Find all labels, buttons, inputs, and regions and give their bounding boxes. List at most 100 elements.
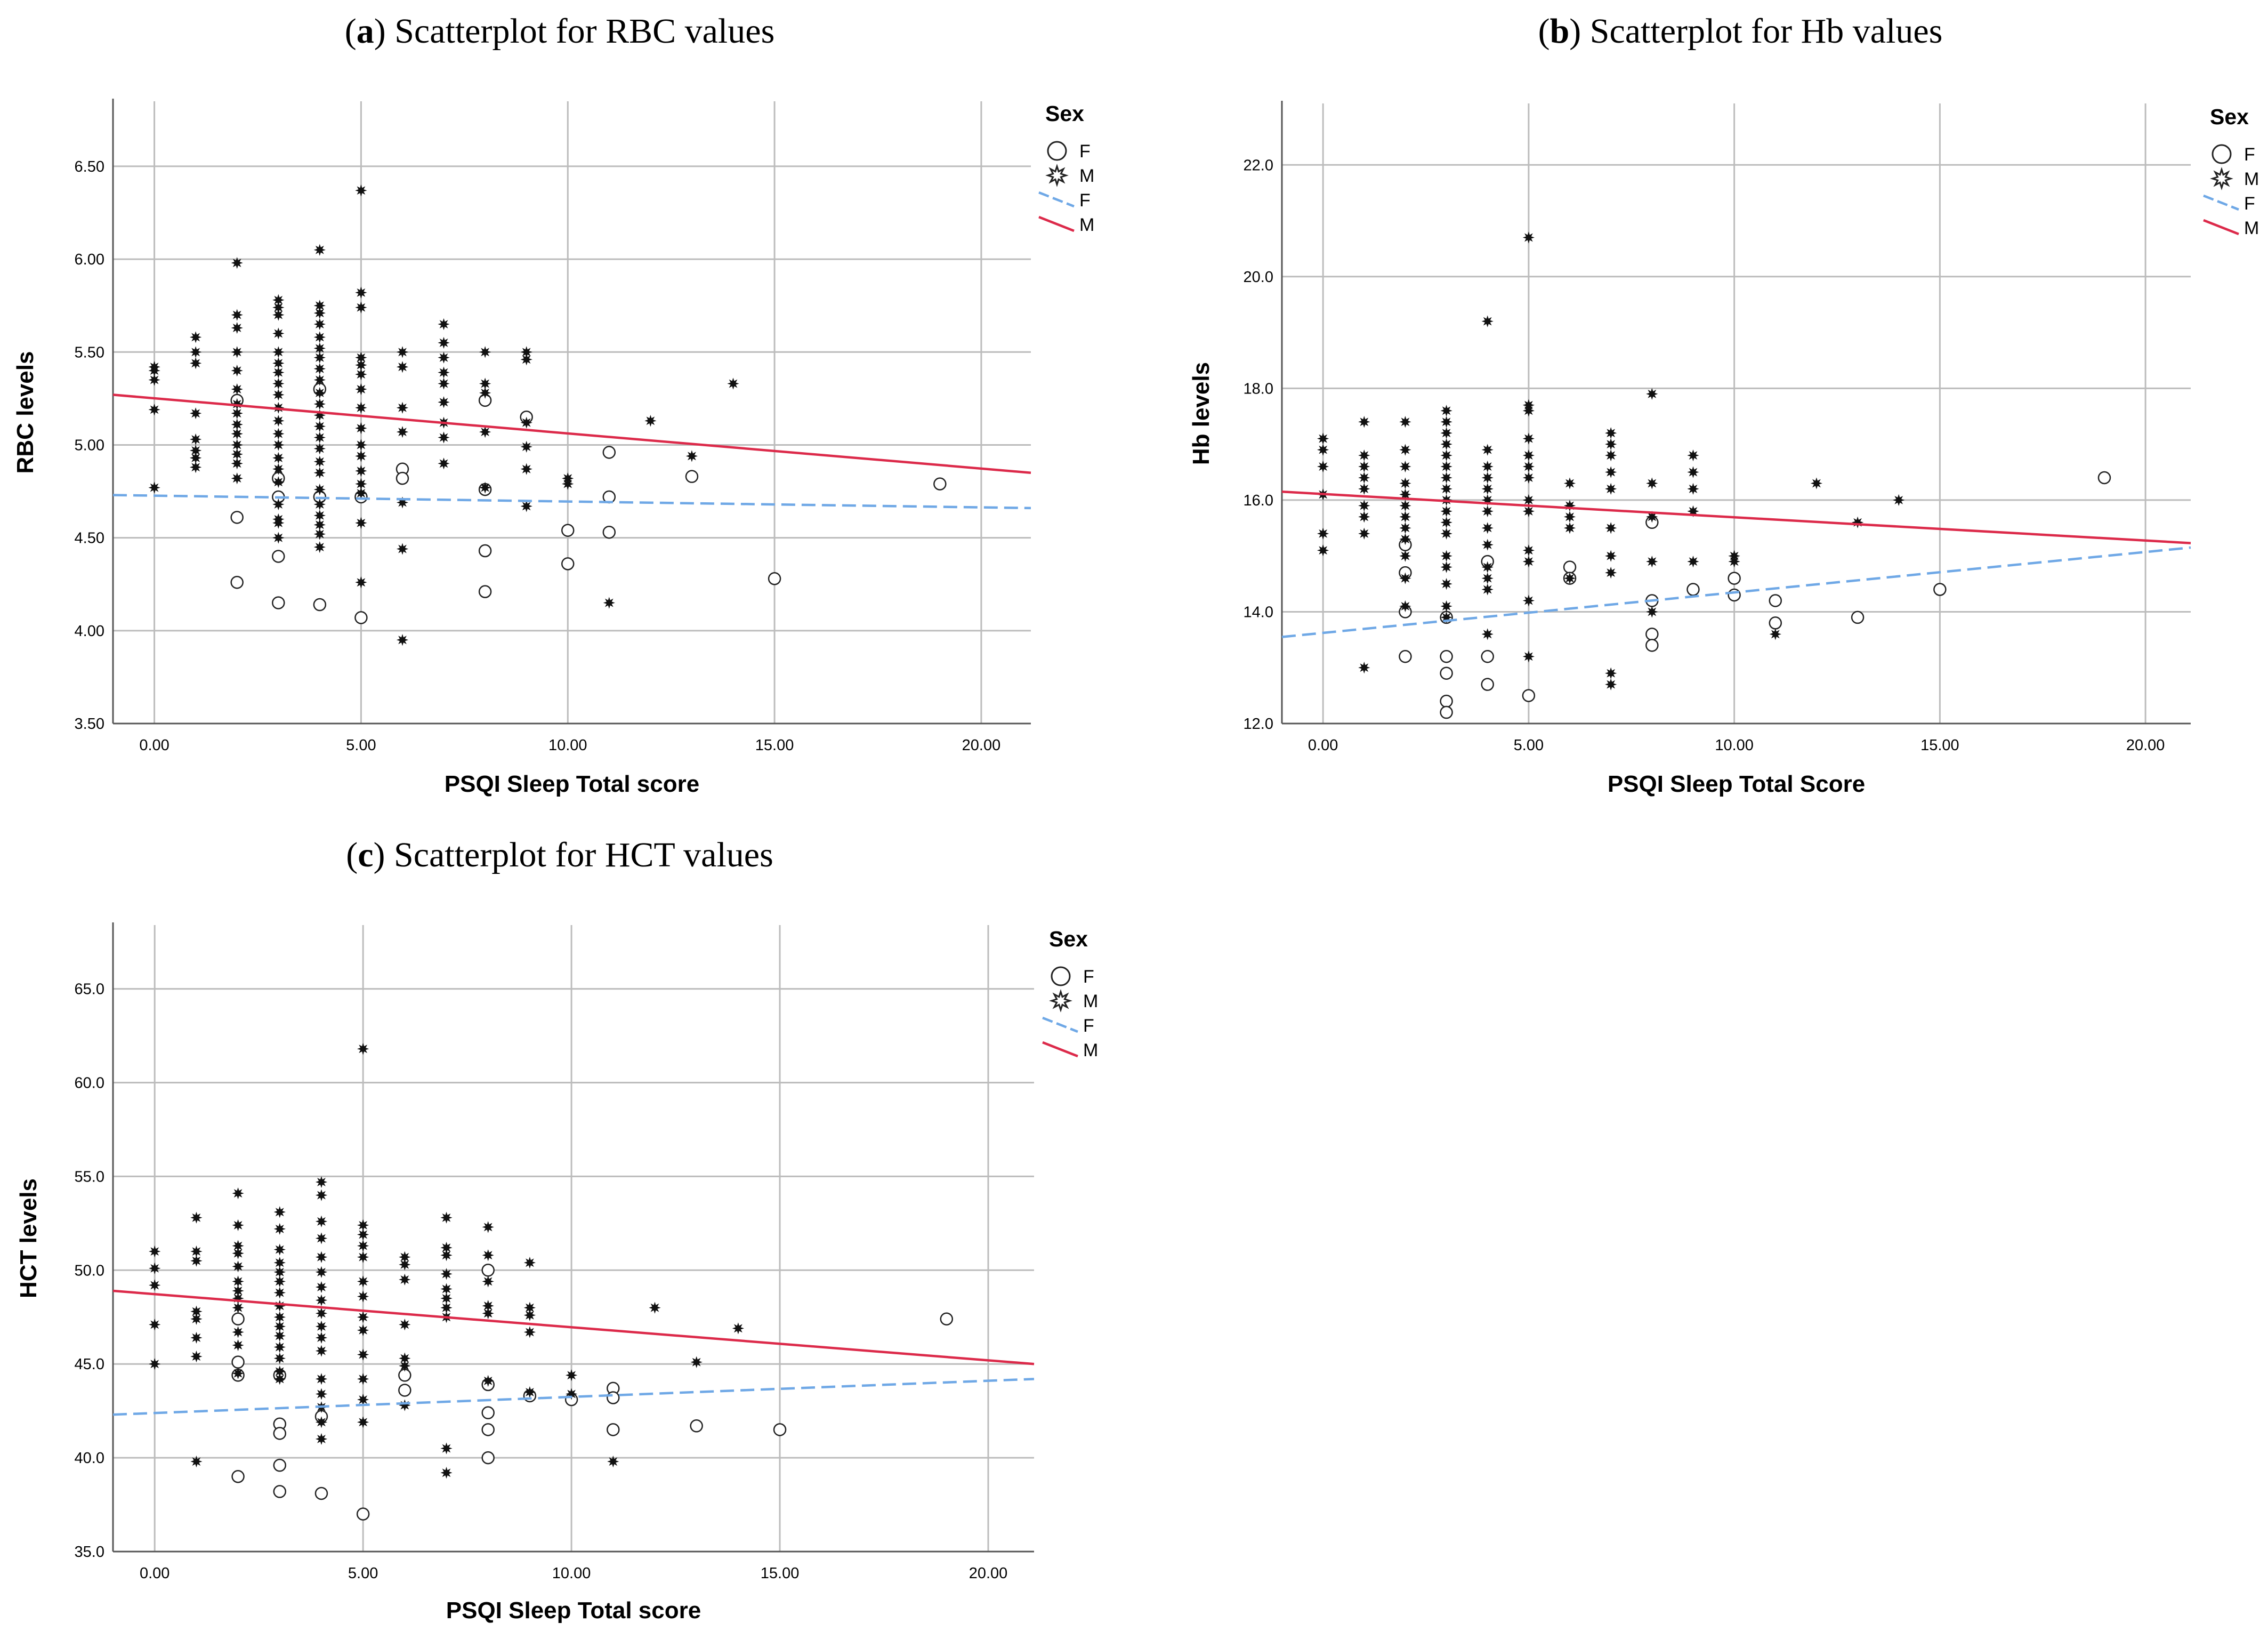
data-point-m (272, 439, 285, 451)
y-tick-label: 12.0 (1244, 716, 1273, 733)
data-point-m (440, 1467, 453, 1479)
x-tick-label: 10.00 (1715, 737, 1754, 754)
y-axis-label: Hb levels (1188, 362, 1214, 465)
x-tick-label: 5.00 (348, 1565, 378, 1582)
data-point-m (315, 1320, 328, 1332)
data-point-m (355, 401, 367, 414)
data-point-f (1440, 705, 1453, 719)
x-tick-label: 20.00 (2126, 737, 2165, 754)
data-point-m (1481, 471, 1494, 484)
data-point-m (1646, 606, 1658, 618)
data-point-m (315, 1416, 328, 1428)
data-point-m (1440, 505, 1452, 518)
data-point-m (1646, 511, 1658, 523)
legend-label: F (1079, 141, 1091, 162)
data-point-m (148, 481, 160, 494)
panel-title-close-paren: ) (374, 835, 394, 874)
data-point-m (272, 389, 285, 401)
data-point-m (690, 1356, 703, 1368)
data-point-m (189, 461, 202, 473)
data-point-f (354, 611, 368, 624)
panel-title-text: Scatterplot for HCT values (394, 835, 773, 874)
panel-title-open-paren: ( (346, 835, 358, 874)
data-point-m (1399, 572, 1411, 584)
data-point-f (1728, 572, 1741, 585)
data-point-m (479, 387, 491, 399)
data-point-m (1440, 483, 1452, 495)
data-point-f (933, 477, 947, 491)
chart-panel-a: (a) Scatterplot for RBC values 3.50 4.00 4.… (12, 12, 1094, 797)
data-point-m (1687, 483, 1699, 495)
data-point-f (602, 525, 616, 539)
data-point-m (272, 452, 285, 464)
data-point-m (438, 396, 450, 408)
data-point-m (149, 1279, 161, 1291)
data-point-m (520, 416, 532, 429)
data-point-f (2097, 471, 2111, 485)
data-point-m (1399, 444, 1411, 456)
fit-line-m (1281, 490, 2191, 544)
data-point-m (1358, 460, 1370, 473)
data-point-m (1605, 438, 1617, 451)
data-point-m (479, 425, 491, 438)
legend-label: F (1079, 190, 1091, 211)
data-point-m (313, 467, 326, 479)
data-point-m (315, 1331, 328, 1344)
data-point-m (1399, 500, 1411, 512)
data-point-m (1440, 550, 1452, 562)
data-point-f (1645, 639, 1659, 652)
legend-title: Sex (2210, 105, 2249, 129)
data-point-m (1605, 667, 1617, 679)
data-point-m (190, 1350, 203, 1363)
data-point-f (940, 1312, 954, 1326)
fit-line-m (112, 393, 1031, 474)
data-point-m (482, 1249, 494, 1262)
y-tick-label: 35.0 (75, 1544, 104, 1561)
data-point-m (232, 1219, 244, 1232)
data-point-m (1481, 583, 1494, 596)
data-point-m (1481, 539, 1494, 551)
data-point-f (231, 1312, 245, 1326)
y-tick-label: 22.0 (1244, 157, 1273, 174)
legend-label: M (2244, 218, 2259, 238)
data-point-m (1399, 550, 1411, 562)
data-point-m (1399, 511, 1411, 523)
x-tick-label: 15.00 (1920, 737, 1959, 754)
data-point-m (231, 309, 243, 321)
y-tick-label: 4.50 (75, 530, 104, 547)
data-point-m (189, 407, 202, 420)
data-point-m (231, 472, 243, 485)
data-point-m (232, 1326, 244, 1338)
y-tick-label: 65.0 (75, 981, 104, 998)
data-point-m (1563, 522, 1576, 534)
data-point-m (1605, 522, 1617, 534)
data-point-m (272, 498, 285, 510)
data-point-m (313, 318, 326, 331)
legend-label: F (1083, 967, 1094, 987)
data-point-m (355, 383, 367, 396)
x-tick-label: 10.00 (552, 1565, 591, 1582)
panel-title-close-paren: ) (374, 12, 394, 51)
data-point-f (1645, 628, 1659, 641)
data-point-m (1317, 544, 1329, 557)
data-point-m (1317, 527, 1329, 540)
data-point-m (149, 1245, 161, 1258)
data-point-m (272, 377, 285, 390)
data-point-m (523, 1309, 536, 1321)
data-point-m (357, 1275, 369, 1288)
data-point-f (478, 544, 492, 558)
legend-circle-icon (1051, 966, 1071, 986)
data-point-m (1522, 544, 1535, 557)
data-point-m (272, 428, 285, 440)
data-point-m (189, 346, 202, 358)
data-point-m (315, 1345, 328, 1357)
data-point-m (313, 528, 326, 540)
data-point-f (1399, 650, 1412, 663)
data-point-m (189, 357, 202, 369)
data-point-f (1440, 650, 1453, 663)
data-point-f (398, 1384, 411, 1397)
data-point-m (355, 487, 367, 500)
data-point-m (1522, 650, 1535, 663)
